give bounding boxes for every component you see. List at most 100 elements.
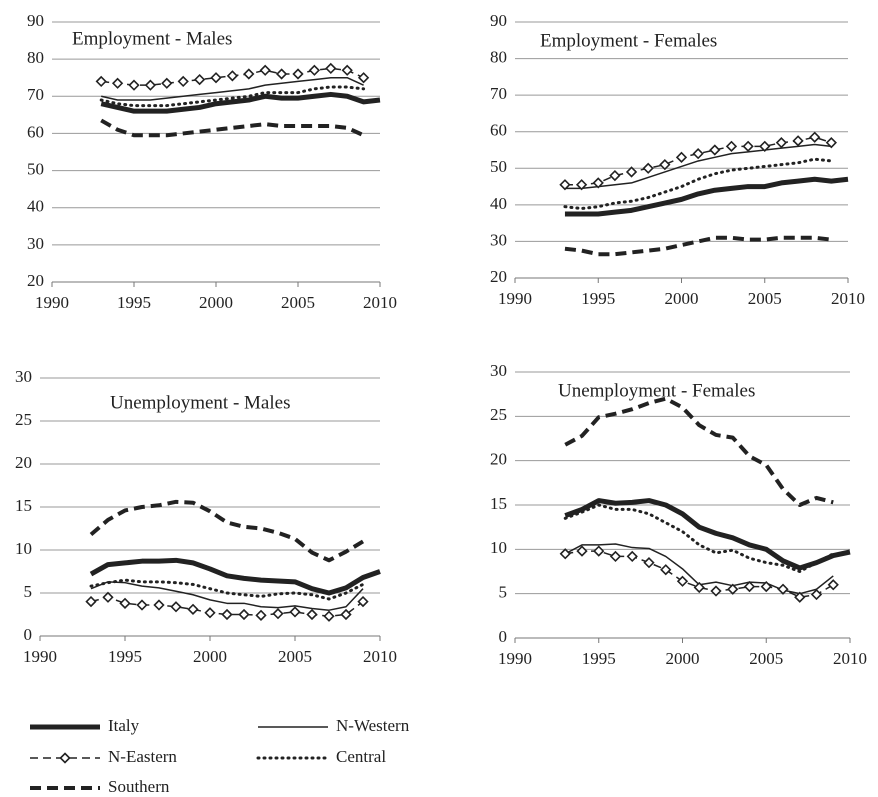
x-tick-label: 2010 <box>833 649 867 668</box>
series-line <box>89 499 365 563</box>
marker <box>692 148 704 160</box>
marker <box>323 610 335 622</box>
marker <box>102 591 114 603</box>
marker <box>759 140 771 152</box>
marker <box>777 583 789 595</box>
marker <box>136 599 148 611</box>
y-tick-label: 80 <box>27 48 44 67</box>
marker <box>170 601 182 613</box>
marker <box>592 177 604 189</box>
marker <box>119 597 131 609</box>
x-tick-label: 2000 <box>193 647 227 666</box>
marker <box>289 606 301 618</box>
x-tick-label: 2005 <box>748 289 782 308</box>
x-tick-label: 2005 <box>281 293 315 312</box>
y-tick-label: 15 <box>490 494 507 513</box>
marker <box>593 545 605 557</box>
y-tick-label: 40 <box>27 197 44 216</box>
marker <box>642 162 654 174</box>
marker <box>238 608 250 621</box>
marker <box>292 68 304 80</box>
x-tick-label: 1990 <box>23 647 57 666</box>
marker <box>204 607 216 619</box>
y-tick-label: 80 <box>490 47 507 66</box>
x-tick-label: 2010 <box>831 289 865 308</box>
marker <box>742 140 754 152</box>
series-line <box>564 498 851 571</box>
x-tick-label: 1990 <box>35 293 69 312</box>
series-line <box>100 91 381 114</box>
series-line <box>564 143 832 190</box>
marker <box>693 581 705 594</box>
marker <box>760 580 772 593</box>
y-tick-label: 0 <box>499 627 508 646</box>
marker <box>59 752 71 764</box>
y-tick-label: 20 <box>490 450 507 469</box>
series-line <box>564 396 834 507</box>
y-tick-label: 5 <box>499 583 508 602</box>
x-tick-label: 1990 <box>498 649 532 668</box>
marker <box>709 144 721 156</box>
marker <box>727 583 739 595</box>
y-tick-label: 60 <box>27 122 44 141</box>
y-tick-label: 0 <box>24 625 33 644</box>
x-tick-label: 2010 <box>363 293 397 312</box>
marker <box>725 140 738 152</box>
marker <box>357 72 370 84</box>
legend-label: Southern <box>108 777 170 796</box>
marker <box>226 70 239 82</box>
x-tick-label: 2000 <box>666 649 700 668</box>
marker <box>306 608 318 621</box>
x-tick-label: 1995 <box>108 647 142 666</box>
marker <box>357 595 369 608</box>
legend-label: N-Western <box>336 716 410 735</box>
y-tick-label: 30 <box>490 230 507 249</box>
marker <box>153 599 165 611</box>
marker <box>626 550 638 563</box>
marker <box>128 79 140 91</box>
marker <box>710 585 722 597</box>
series-line <box>564 235 832 257</box>
series-line <box>563 503 835 573</box>
x-tick-label: 1990 <box>498 289 532 308</box>
marker <box>325 62 337 75</box>
x-tick-label: 2005 <box>749 649 783 668</box>
series-line <box>564 176 849 217</box>
y-tick-label: 25 <box>490 405 507 424</box>
y-tick-label: 40 <box>490 194 507 213</box>
marker <box>243 68 255 80</box>
y-tick-label: 30 <box>490 361 507 380</box>
series-line <box>90 596 364 617</box>
chart-title: Unemployment - Females <box>558 380 755 401</box>
marker <box>210 72 222 84</box>
marker <box>775 137 788 149</box>
marker <box>255 609 267 621</box>
marker <box>308 64 321 76</box>
y-tick-label: 25 <box>15 410 32 429</box>
y-tick-label: 5 <box>24 582 33 601</box>
legend-label: N-Eastern <box>108 747 177 766</box>
marker <box>221 608 233 621</box>
x-tick-label: 2005 <box>278 647 312 666</box>
marker <box>794 591 806 603</box>
marker <box>272 608 284 620</box>
chart-title: Employment - Males <box>72 28 232 49</box>
series-line <box>90 581 364 611</box>
marker <box>810 588 823 601</box>
marker <box>559 179 571 191</box>
marker <box>341 64 353 76</box>
marker <box>144 79 157 91</box>
marker <box>675 151 688 163</box>
series-line <box>565 550 834 598</box>
marker <box>676 575 689 587</box>
marker <box>575 179 588 191</box>
y-tick-label: 50 <box>27 159 44 178</box>
series-line <box>100 118 365 138</box>
marker <box>825 137 837 149</box>
marker <box>85 595 97 608</box>
x-tick-label: 1995 <box>581 289 615 308</box>
chart-title: Unemployment - Males <box>110 392 290 413</box>
legend-label: Italy <box>108 716 140 735</box>
